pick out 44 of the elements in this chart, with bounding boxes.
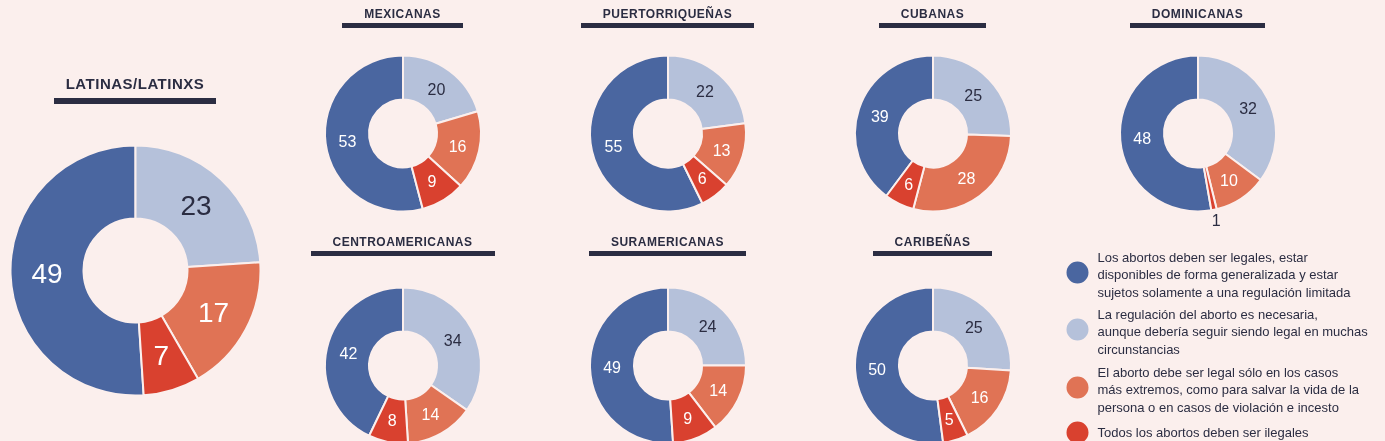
legend-label: El aborto debe ser legal sólo en los casos más extremos, como para salvar la vida de la persona o en casos de violación e incesto <box>1097 365 1360 415</box>
data-label: 14 <box>709 382 728 400</box>
chart-title: SURAMERICANAS <box>588 235 747 256</box>
data-label: 17 <box>197 296 230 328</box>
data-label: 13 <box>712 141 731 159</box>
data-label: 5 <box>944 411 954 429</box>
data-label: 24 <box>698 317 717 335</box>
data-label: 28 <box>957 170 976 188</box>
data-label: 25 <box>964 86 983 104</box>
data-label: 50 <box>868 361 887 379</box>
data-label: 16 <box>970 388 989 406</box>
data-label: 39 <box>870 107 889 125</box>
legend-label: La regulación del aborto es necesaria, aunque debería seguir siendo legal en muchas circunstancias <box>1097 307 1369 357</box>
data-label: 20 <box>427 80 446 98</box>
chart-title: CUBANAS <box>878 7 987 28</box>
chart-title: CARIBEÑAS <box>872 235 993 256</box>
data-label: 49 <box>603 359 622 377</box>
data-label: 9 <box>427 173 437 191</box>
data-label: 10 <box>1220 172 1239 190</box>
legend-label: Todos los abortos deben ser ilegales <box>1097 425 1310 440</box>
data-label: 42 <box>339 345 358 363</box>
chart-title: DOMINICANAS <box>1129 7 1266 28</box>
data-label: 14 <box>421 406 440 424</box>
data-label: 1 <box>1211 211 1221 229</box>
data-label: 34 <box>443 331 462 349</box>
data-label: 23 <box>180 190 212 222</box>
chart-title: PUERTORRIQUEÑAS <box>580 7 755 28</box>
data-label: 49 <box>31 257 63 289</box>
data-label: 16 <box>448 137 467 155</box>
data-label: 9 <box>683 409 693 427</box>
data-label: 8 <box>387 412 397 430</box>
data-label: 32 <box>1239 100 1258 118</box>
data-label: 22 <box>696 83 714 101</box>
data-label: 48 <box>1133 130 1152 148</box>
chart-title: LATINAS/LATINXS <box>53 75 217 104</box>
data-label: 6 <box>904 175 914 193</box>
data-label: 6 <box>697 169 707 187</box>
legend-label: Los abortos deben ser legales, estar disponibles de forma generalizada y estar sujetos solamente a una regulación limitada <box>1097 250 1352 300</box>
data-label: 25 <box>964 319 983 337</box>
data-label: 53 <box>338 132 357 150</box>
data-label: 7 <box>153 339 169 371</box>
data-label: 55 <box>604 138 623 156</box>
chart-title: CENTROAMERICANAS <box>310 235 495 256</box>
chart-title: MEXICANAS <box>342 7 463 28</box>
